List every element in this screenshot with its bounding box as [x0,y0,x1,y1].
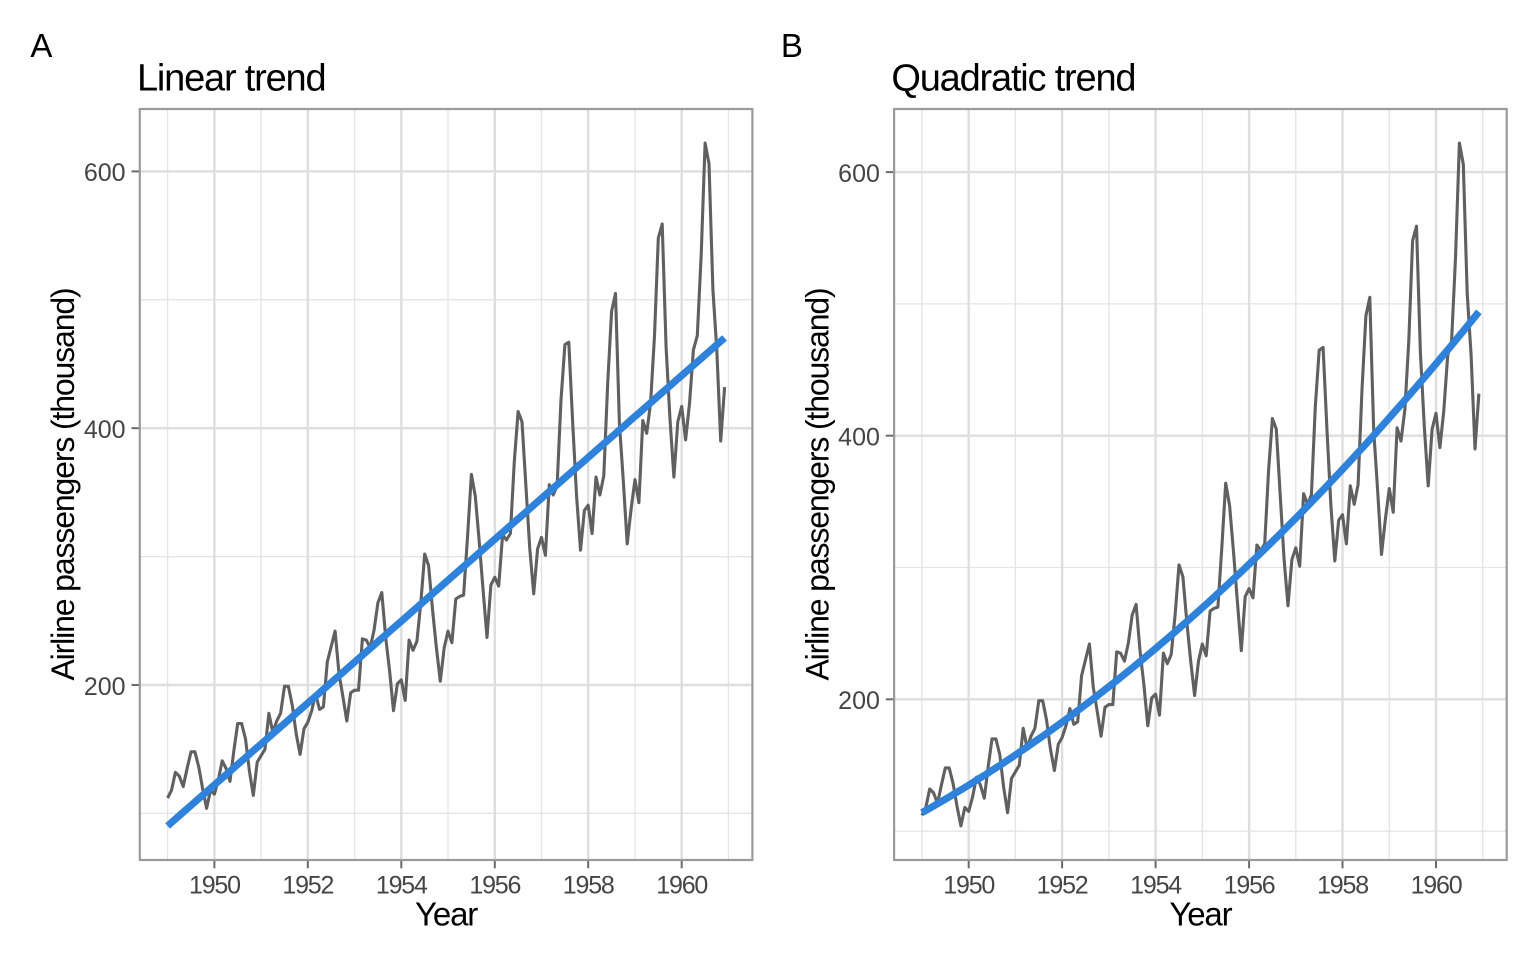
svg-text:Airline passengers (thousand): Airline passengers (thousand) [799,288,835,680]
svg-text:A: A [30,27,52,64]
svg-text:200: 200 [838,687,880,715]
svg-text:Year: Year [415,896,478,933]
svg-text:Quadratic trend: Quadratic trend [891,57,1135,99]
svg-text:1952: 1952 [1037,871,1088,899]
svg-text:1958: 1958 [563,871,614,899]
svg-text:400: 400 [838,424,880,452]
svg-text:1960: 1960 [1411,871,1462,899]
svg-text:600: 600 [84,159,126,187]
svg-text:1960: 1960 [656,871,707,899]
svg-text:1956: 1956 [1224,871,1275,899]
svg-text:400: 400 [84,416,126,444]
svg-text:1954: 1954 [376,871,428,899]
svg-text:1950: 1950 [943,871,994,899]
svg-text:Year: Year [1169,896,1232,933]
svg-text:1956: 1956 [469,871,520,899]
svg-text:1954: 1954 [1130,871,1182,899]
svg-text:1952: 1952 [282,871,333,899]
svg-text:1958: 1958 [1317,871,1368,899]
svg-text:600: 600 [838,160,880,188]
svg-text:B: B [781,27,803,64]
svg-text:1950: 1950 [189,871,240,899]
svg-text:Airline passengers (thousand): Airline passengers (thousand) [45,288,81,680]
svg-text:Linear trend: Linear trend [137,57,325,99]
svg-text:200: 200 [84,673,126,701]
